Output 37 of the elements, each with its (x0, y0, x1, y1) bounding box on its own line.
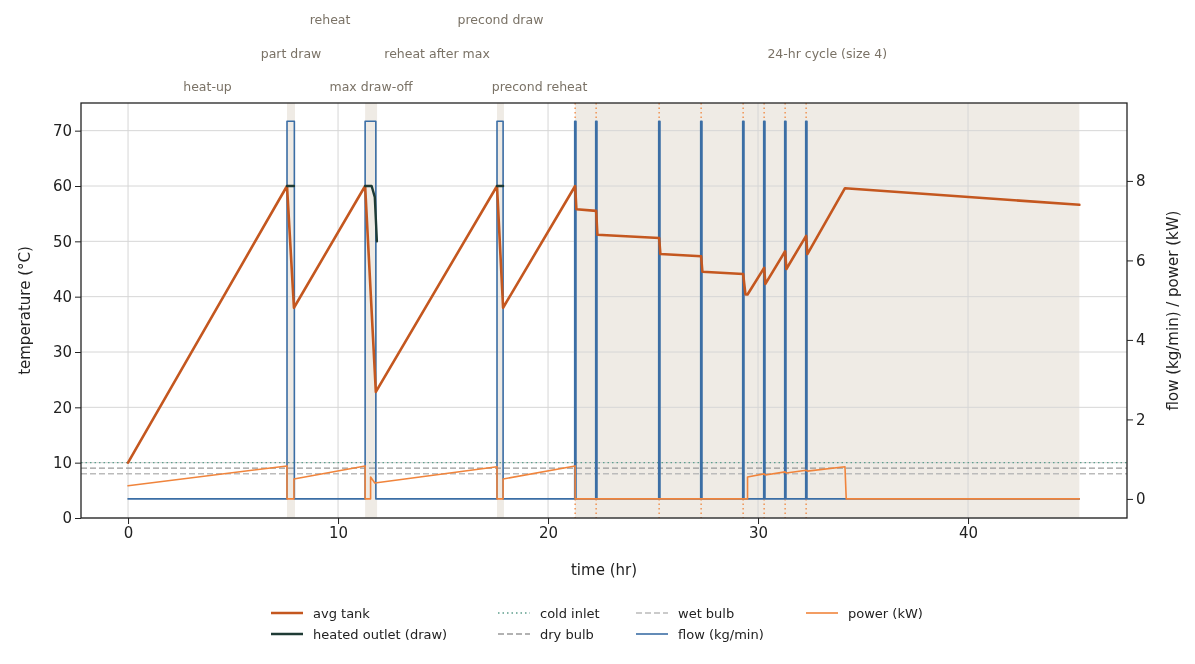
text: precond reheat (491, 79, 588, 94)
y2-tick-label: 6 (1136, 251, 1146, 270)
text: heat-up (183, 79, 232, 94)
y2-tick-label: 0 (1136, 490, 1146, 509)
text: precond draw (457, 12, 544, 27)
text: 24-hr cycle (size 4) (767, 45, 888, 61)
text: reheat (309, 12, 351, 27)
x-tick-label: 40 (958, 523, 979, 542)
legend-label: cold inlet (540, 606, 600, 621)
y-tick-label: 50 (52, 232, 72, 251)
legend-label: power (kW) (848, 606, 923, 621)
y-tick-label: 40 (52, 287, 72, 306)
y2-tick-label: 4 (1136, 331, 1146, 350)
y2-tick-label: 8 (1136, 172, 1146, 191)
legend-label: flow (kg/min) (678, 627, 764, 642)
y-tick-label: 70 (52, 121, 72, 140)
legend-label: heated outlet (draw) (313, 627, 448, 642)
text: max draw-off (329, 79, 414, 94)
y-tick-label: 30 (52, 343, 72, 362)
text: reheat after max (384, 45, 490, 61)
x-tick-label: 10 (328, 523, 349, 542)
y2-tick-label: 2 (1136, 410, 1146, 429)
legend-label: avg tank (313, 606, 371, 621)
line-series (126, 184, 1081, 464)
y-tick-label: 20 (52, 398, 72, 417)
y-tick-label: 60 (52, 177, 72, 196)
legend-label: dry bulb (540, 627, 594, 642)
y-axis-title: temperature (°C) (16, 246, 34, 375)
x-axis-title: time (hr) (570, 561, 638, 579)
x-tick-label: 0 (123, 523, 134, 542)
y2-axis-title: flow (kg/min) / power (kW) (1164, 210, 1182, 411)
text: part draw (260, 45, 322, 61)
y-tick-label: 0 (62, 509, 72, 528)
legend-label: wet bulb (678, 606, 735, 621)
y-tick-label: 10 (52, 453, 72, 472)
x-tick-label: 20 (538, 523, 559, 542)
x-tick-label: 30 (748, 523, 769, 542)
